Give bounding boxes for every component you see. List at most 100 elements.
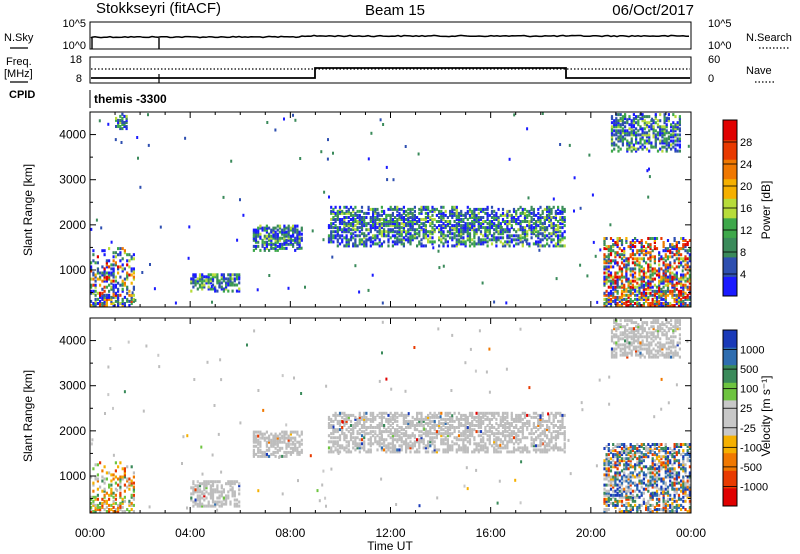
velocity-cell <box>612 489 615 493</box>
power-cell <box>374 242 377 246</box>
power-cell <box>442 224 445 228</box>
power-cell <box>499 230 502 234</box>
velocity-cell <box>457 422 461 425</box>
velocity-cell <box>90 497 93 501</box>
velocity-cell <box>623 463 626 467</box>
velocity-cell <box>105 505 108 509</box>
power-cell <box>130 302 133 305</box>
power-cell <box>389 220 392 223</box>
velocity-cell <box>543 440 546 444</box>
velocity-cell <box>444 432 447 436</box>
velocity-cell <box>405 434 408 438</box>
velocity-cell <box>276 434 279 438</box>
power-cell <box>369 230 372 234</box>
power-cell <box>128 259 131 263</box>
power-cell <box>616 283 619 287</box>
power-cell <box>407 224 410 228</box>
power-cell <box>678 119 681 123</box>
power-cell <box>539 244 542 248</box>
power-y-tick-label: 1000 <box>59 263 86 277</box>
power-cell <box>479 222 483 226</box>
velocity-cell <box>205 504 208 508</box>
velocity-cell <box>609 449 613 453</box>
velocity-cell <box>114 469 117 473</box>
power-cell <box>641 137 644 141</box>
power-cell <box>287 228 290 232</box>
power-cell <box>126 253 129 257</box>
power-cell <box>645 291 648 295</box>
velocity-cell <box>468 413 472 417</box>
power-cell <box>664 277 667 281</box>
velocity-cell <box>216 484 219 488</box>
power-cell <box>92 291 95 295</box>
power-cell <box>486 222 489 226</box>
power-cell <box>517 216 520 219</box>
velocity-cell <box>405 444 408 448</box>
velocity-cell <box>449 415 452 419</box>
power-cell <box>201 287 204 291</box>
power-cell <box>658 273 661 277</box>
velocity-cell <box>336 436 339 440</box>
power-cell <box>112 279 115 283</box>
power-cell <box>462 238 465 242</box>
power-cell <box>621 115 624 119</box>
velocity-cell <box>413 428 416 432</box>
velocity-cell <box>296 446 299 450</box>
power-cell <box>451 224 454 228</box>
power-cell <box>105 275 108 279</box>
power-cell <box>605 259 608 263</box>
velocity-cell <box>394 411 397 415</box>
velocity-cell <box>114 510 117 513</box>
velocity-cell <box>114 493 117 497</box>
power-cell <box>554 242 557 246</box>
velocity-cell <box>354 424 357 427</box>
power-cell <box>330 226 333 230</box>
power-cell <box>656 125 660 129</box>
velocity-cell <box>427 424 430 427</box>
velocity-cell <box>123 467 126 471</box>
power-cell <box>609 299 613 303</box>
velocity-cell <box>539 422 542 425</box>
velocity-cell <box>383 438 386 442</box>
velocity-cell <box>451 415 454 419</box>
power-cell <box>645 275 648 279</box>
power-cell <box>94 304 97 307</box>
power-cell <box>225 285 228 289</box>
power-cell <box>108 295 111 299</box>
velocity-cell <box>363 446 366 450</box>
power-cell <box>424 234 427 238</box>
power-cell <box>515 220 518 223</box>
velocity-cell <box>416 411 419 415</box>
velocity-cell <box>506 430 509 434</box>
power-cell <box>636 239 639 242</box>
power-cell <box>257 244 260 248</box>
power-cell <box>686 243 689 247</box>
velocity-cell <box>209 488 212 492</box>
velocity-cell <box>207 500 210 504</box>
power-cell <box>688 285 691 289</box>
velocity-cell <box>440 442 443 446</box>
velocity-cell <box>112 505 115 509</box>
power-cell <box>336 213 339 217</box>
power-cell <box>626 149 629 153</box>
power-cell <box>649 283 652 287</box>
power-cell <box>332 151 334 155</box>
power-cell <box>114 251 117 255</box>
velocity-cell <box>347 426 350 429</box>
power-cell <box>561 238 564 242</box>
velocity-cell <box>365 450 368 454</box>
velocity-cell <box>409 436 412 440</box>
power-cell <box>680 293 683 297</box>
velocity-cell <box>405 442 408 446</box>
velocity-cell <box>495 411 498 415</box>
power-cell <box>609 281 613 285</box>
power-cell <box>424 226 427 230</box>
power-cell <box>396 236 399 240</box>
velocity-cell <box>294 446 297 450</box>
power-cell <box>475 228 478 232</box>
power-cell <box>222 195 225 199</box>
velocity-cell <box>285 446 288 450</box>
power-cell <box>635 135 638 139</box>
power-cell <box>627 304 630 307</box>
power-cell <box>376 216 379 219</box>
